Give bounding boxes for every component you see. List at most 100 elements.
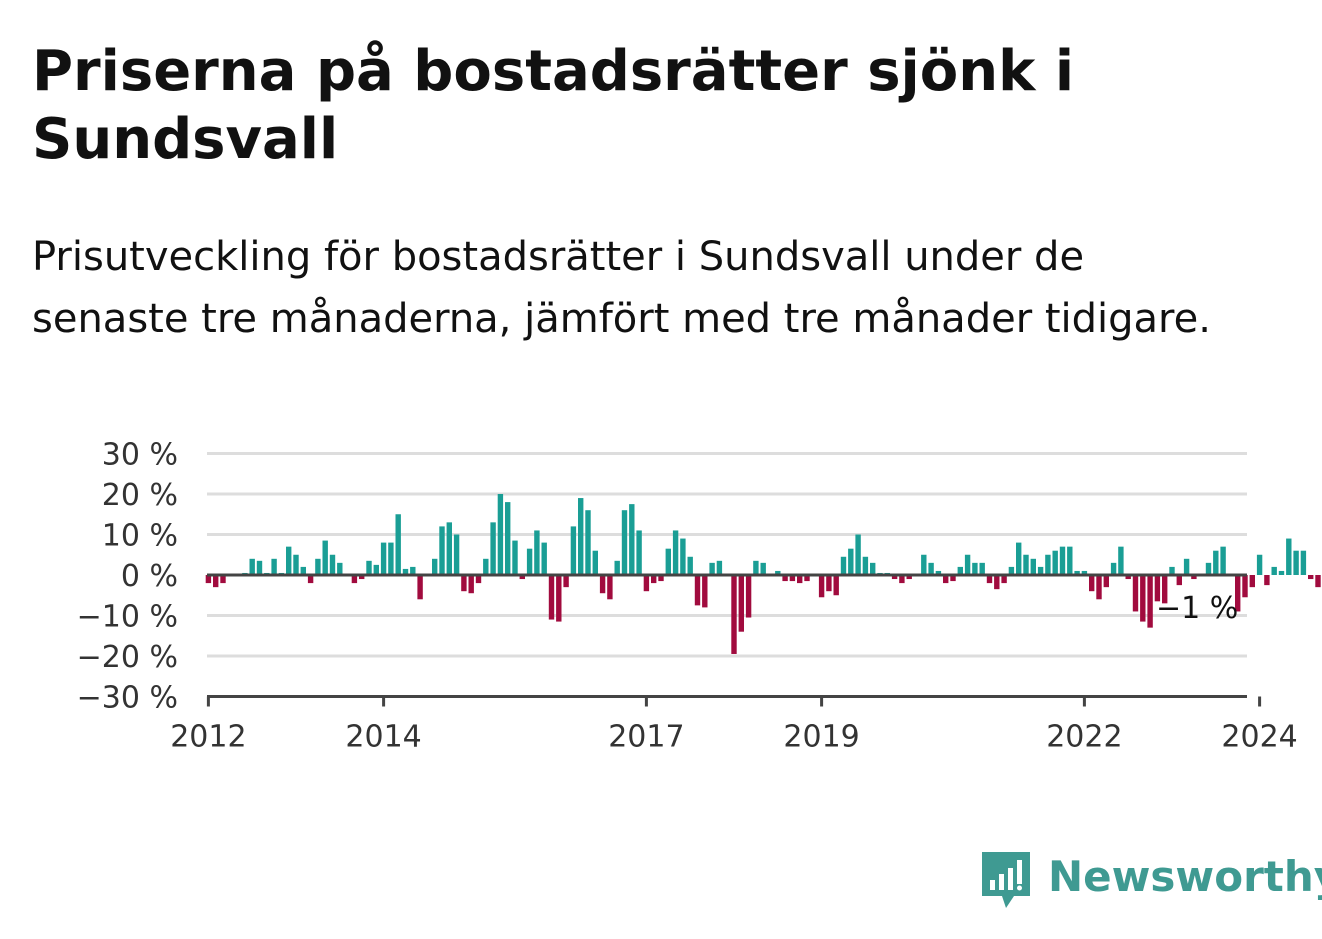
bar [994, 575, 1000, 590]
bar [833, 575, 839, 596]
bar [840, 556, 847, 575]
bar [417, 575, 423, 600]
bar [1052, 550, 1058, 575]
bar [1220, 546, 1226, 575]
bar [402, 568, 409, 575]
bar [1249, 575, 1255, 588]
bar [687, 556, 693, 575]
bar [1191, 575, 1197, 580]
y-tick-label: 30 % [102, 438, 178, 473]
bar [541, 542, 547, 575]
bar [804, 575, 810, 582]
bar [1140, 575, 1146, 622]
newsworthy-logo-icon [982, 852, 1030, 908]
chart-title: Priserna på bostadsrätter sjönk i Sundsv… [32, 39, 1075, 172]
chart-subtitle: Prisutveckling för bostadsrätter i Sunds… [32, 234, 1211, 342]
bar [1286, 538, 1292, 575]
y-tick-label: 20 % [102, 478, 178, 513]
bar [651, 575, 657, 584]
bar [395, 514, 401, 575]
bar [818, 575, 825, 598]
bar [286, 546, 292, 575]
bar [519, 575, 525, 580]
last-value-annotation: −1 % [1156, 591, 1238, 626]
bar [943, 575, 949, 584]
bar [1059, 546, 1066, 575]
bar [220, 575, 226, 584]
x-tick-label: 2019 [783, 720, 859, 755]
bar [1081, 570, 1088, 575]
bar [1235, 575, 1241, 612]
y-tick-label: −10 % [77, 600, 178, 635]
x-tick-label: 2024 [1221, 720, 1297, 755]
bar [461, 575, 467, 592]
y-tick-label: −20 % [77, 640, 178, 675]
bar [1147, 575, 1153, 628]
bar [826, 575, 832, 592]
bar [483, 558, 489, 575]
bar [497, 494, 504, 575]
bar [475, 575, 482, 584]
bar [921, 554, 927, 575]
axes [206, 573, 1262, 707]
bar [1096, 575, 1102, 600]
bar [745, 575, 752, 618]
bar [249, 558, 255, 575]
x-tick-label: 2017 [608, 720, 684, 755]
bar [1067, 546, 1073, 575]
bar [1103, 575, 1109, 588]
bar [329, 554, 336, 575]
bar [1176, 575, 1182, 586]
bar [680, 538, 686, 575]
bar [315, 558, 321, 575]
bar [256, 560, 263, 575]
bar [797, 575, 803, 584]
bar [702, 575, 708, 608]
bar [607, 575, 613, 600]
bar [789, 575, 796, 582]
bar [1271, 566, 1277, 575]
bar [979, 562, 985, 575]
bar [1037, 566, 1044, 575]
bar [1213, 550, 1219, 575]
bar [446, 522, 452, 575]
bar [293, 554, 299, 575]
bar [1264, 575, 1270, 586]
bar [870, 562, 876, 575]
bar [1016, 542, 1022, 575]
bar [658, 575, 664, 582]
bar [716, 560, 723, 575]
bar [351, 575, 358, 584]
bar [848, 548, 854, 575]
y-tick-labels: 30 % 20 % 10 % 0 % −10 % −20 % −30 % [77, 438, 178, 716]
bar [453, 534, 460, 575]
bar [1256, 554, 1263, 575]
bar [1125, 575, 1131, 580]
bar [534, 530, 540, 575]
y-tick-label: −30 % [77, 681, 178, 716]
bar [862, 556, 869, 575]
bar [1278, 570, 1285, 575]
bar [672, 530, 679, 575]
bar [709, 562, 715, 575]
bar [300, 566, 306, 575]
bar [307, 575, 314, 584]
bar [388, 542, 394, 575]
bar [731, 575, 737, 654]
bar [906, 575, 912, 580]
bar [899, 575, 905, 584]
bar [490, 522, 496, 575]
bar [891, 575, 898, 580]
bar [468, 575, 474, 594]
bar [935, 570, 942, 575]
bar [599, 575, 606, 594]
bar [928, 562, 934, 575]
bar [205, 575, 212, 584]
bar [1023, 554, 1029, 575]
bar [505, 502, 511, 575]
bar [439, 526, 445, 575]
bar [957, 566, 963, 575]
bar [1308, 575, 1314, 580]
bars [205, 494, 1321, 654]
bar [775, 570, 781, 575]
